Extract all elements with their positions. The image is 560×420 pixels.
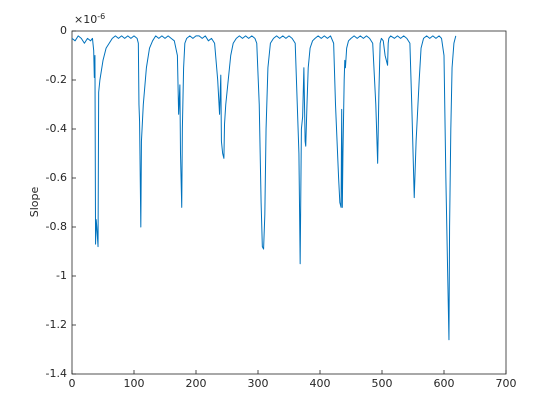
x-tick-label: 300 [248, 377, 269, 390]
y-multiplier-base: ×10 [74, 13, 97, 26]
y-multiplier: ×10-6 [74, 12, 105, 27]
y-multiplier-exponent: -6 [97, 12, 105, 21]
x-tick-label: 400 [310, 377, 331, 390]
x-tick-label: 200 [186, 377, 207, 390]
y-tick-label: -1.4 [46, 367, 67, 380]
y-tick-label: -0.4 [46, 122, 67, 135]
y-tick-label: -0.8 [46, 220, 67, 233]
x-tick-label: 0 [69, 377, 76, 390]
y-tick-label: -0.2 [46, 73, 67, 86]
y-tick-label: -1.2 [46, 318, 67, 331]
x-tick-label: 100 [124, 377, 145, 390]
y-axis-label: Slope [28, 187, 41, 218]
plot-area [71, 30, 507, 375]
x-tick-label: 500 [372, 377, 393, 390]
y-tick-label: -0.6 [46, 171, 67, 184]
y-tick-label: -1 [56, 269, 67, 282]
data-line [71, 35, 457, 341]
y-tick-label: 0 [60, 24, 67, 37]
x-tick-label: 700 [496, 377, 517, 390]
x-tick-label: 600 [434, 377, 455, 390]
